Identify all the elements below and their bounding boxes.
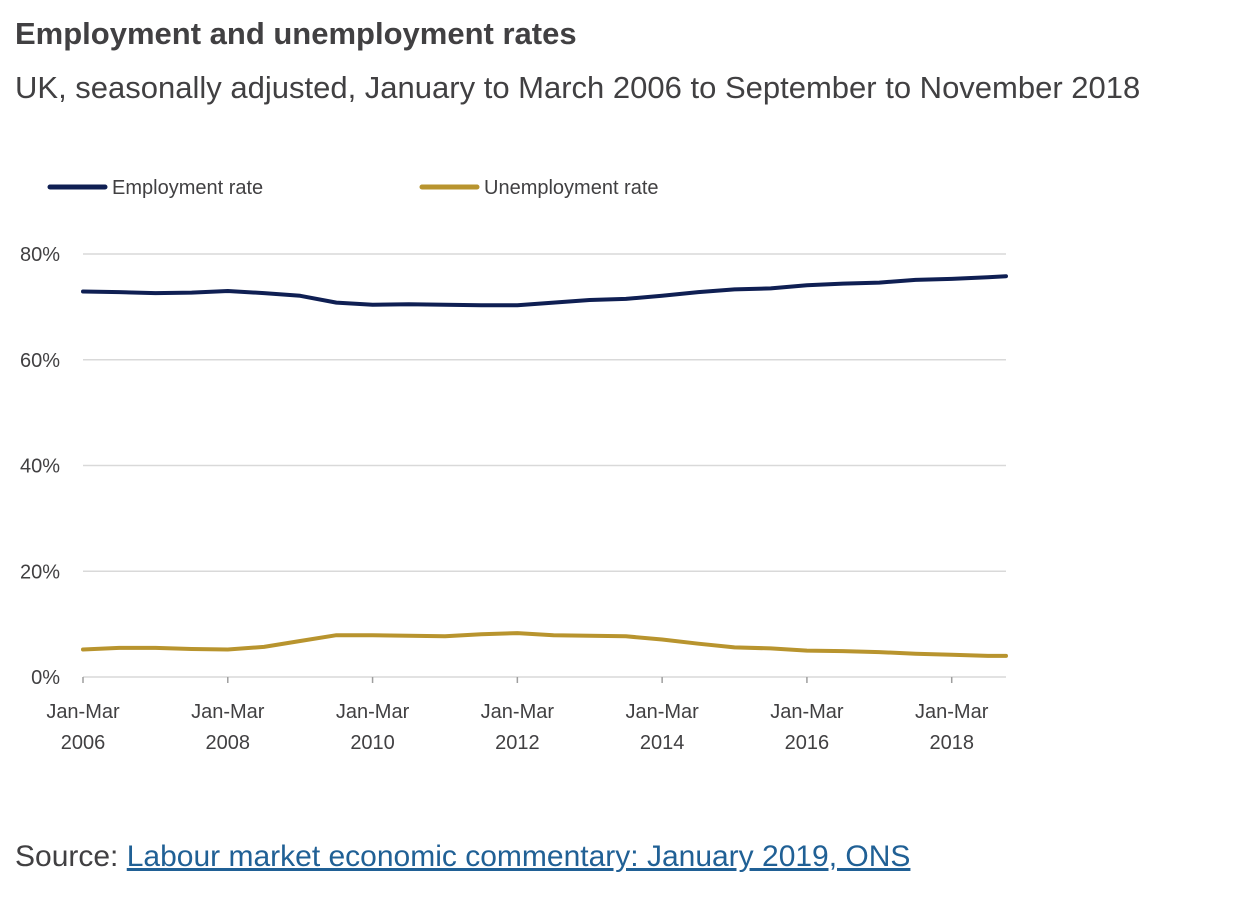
- y-tick-label: 0%: [31, 667, 60, 689]
- source-note: Source: Labour market economic commentar…: [15, 840, 910, 874]
- legend-label-1: Employment rate: [112, 177, 263, 199]
- series-line-1: [81, 274, 1008, 308]
- source-label: Source:: [15, 840, 127, 873]
- chart-subtitle: UK, seasonally adjusted, January to Marc…: [15, 70, 1141, 105]
- x-tick-label: 2008: [206, 732, 251, 754]
- x-tick-label: 2018: [929, 732, 974, 754]
- x-tick-label: Jan-Mar: [46, 701, 120, 723]
- y-tick-label: 60%: [20, 350, 60, 372]
- x-axis: Jan-Mar 2006 Jan-Mar 2008 Jan-Mar 2010 Jan-Mar…: [46, 677, 989, 754]
- source-link[interactable]: Labour market economic commentary: Janua…: [126, 840, 911, 873]
- x-tick-label: 2012: [495, 732, 540, 754]
- series-lines: [81, 274, 1008, 658]
- gridlines: [83, 253, 1006, 678]
- x-tick-label: 2014: [640, 732, 685, 754]
- series-line-2: [81, 631, 1008, 658]
- y-tick-label: 20%: [20, 561, 60, 583]
- y-axis: 0% 20% 40% 60% 80%: [20, 244, 60, 689]
- x-tick-label: Jan-Mar: [336, 701, 410, 723]
- x-tick-label: Jan-Mar: [770, 701, 844, 723]
- x-tick-label: Jan-Mar: [191, 701, 265, 723]
- x-tick-label: 2006: [61, 732, 106, 754]
- x-tick-label: 2016: [785, 732, 830, 754]
- legend-label-2: Unemployment rate: [484, 177, 659, 199]
- y-tick-label: 40%: [20, 456, 60, 478]
- x-tick-label: Jan-Mar: [915, 701, 989, 723]
- y-tick-label: 80%: [20, 244, 60, 266]
- x-tick-label: Jan-Mar: [481, 701, 555, 723]
- line-chart: Employment rate Unemployment rate 0% 20% 40…: [20, 177, 1008, 754]
- x-tick-label: Jan-Mar: [625, 701, 699, 723]
- x-tick-label: 2010: [350, 732, 395, 754]
- legend: Employment rate Unemployment rate: [47, 177, 659, 199]
- chart-title: Employment and unemployment rates: [15, 16, 577, 51]
